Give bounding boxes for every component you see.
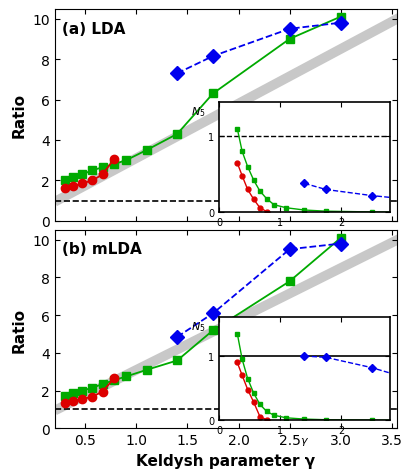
Text: (a) LDA: (a) LDA <box>62 22 125 37</box>
Y-axis label: Ratio: Ratio <box>12 307 27 352</box>
Text: (b) mLDA: (b) mLDA <box>62 241 142 257</box>
Y-axis label: Ratio: Ratio <box>12 93 27 138</box>
X-axis label: Keldysh parameter γ: Keldysh parameter γ <box>136 453 315 468</box>
